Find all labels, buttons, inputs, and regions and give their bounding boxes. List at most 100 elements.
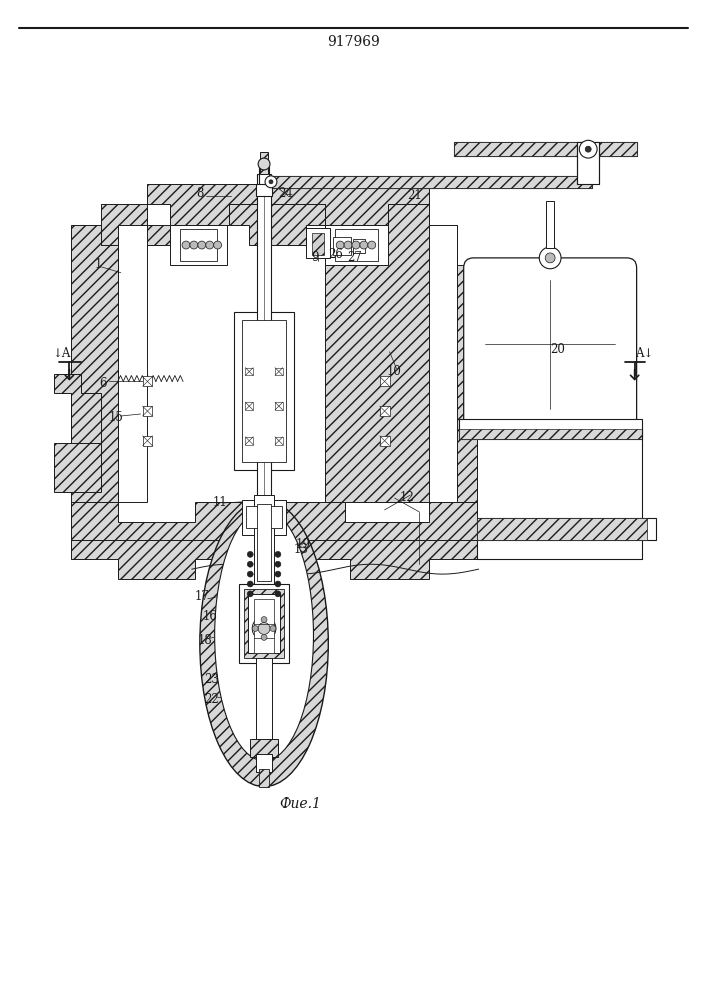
Text: 20: 20 bbox=[550, 343, 565, 356]
Bar bbox=[325, 225, 387, 265]
Text: 10: 10 bbox=[387, 365, 402, 378]
Ellipse shape bbox=[215, 510, 313, 761]
Circle shape bbox=[585, 146, 591, 152]
Bar bbox=[255, 599, 274, 653]
Circle shape bbox=[258, 158, 270, 170]
Text: 19: 19 bbox=[295, 538, 310, 551]
Bar bbox=[312, 233, 325, 255]
Bar bbox=[245, 437, 253, 445]
Circle shape bbox=[247, 561, 253, 567]
Circle shape bbox=[270, 626, 276, 631]
Polygon shape bbox=[71, 225, 118, 502]
Text: 16: 16 bbox=[202, 610, 217, 623]
Circle shape bbox=[182, 241, 190, 249]
Bar bbox=[275, 437, 283, 445]
Circle shape bbox=[368, 241, 375, 249]
Text: 17: 17 bbox=[194, 590, 209, 603]
Polygon shape bbox=[266, 176, 592, 188]
Text: ↓A: ↓A bbox=[52, 347, 71, 360]
Bar bbox=[259, 515, 269, 727]
Bar bbox=[547, 201, 554, 248]
Circle shape bbox=[275, 571, 281, 577]
Circle shape bbox=[190, 241, 198, 249]
Bar bbox=[380, 406, 390, 416]
Text: 21: 21 bbox=[407, 189, 421, 202]
Bar bbox=[578, 142, 599, 184]
Circle shape bbox=[247, 591, 253, 597]
Circle shape bbox=[579, 140, 597, 158]
Ellipse shape bbox=[200, 500, 328, 787]
Bar bbox=[454, 142, 636, 156]
Circle shape bbox=[261, 617, 267, 623]
Bar bbox=[245, 402, 253, 410]
Bar bbox=[353, 239, 365, 253]
Circle shape bbox=[252, 617, 276, 640]
Circle shape bbox=[275, 561, 281, 567]
Text: 23: 23 bbox=[204, 673, 219, 686]
Circle shape bbox=[258, 623, 270, 634]
Circle shape bbox=[247, 551, 253, 557]
Bar bbox=[248, 594, 280, 653]
Text: 6: 6 bbox=[99, 377, 107, 390]
Circle shape bbox=[337, 241, 344, 249]
Bar bbox=[459, 419, 641, 439]
Text: Фие.1: Фие.1 bbox=[280, 797, 322, 811]
Text: 22: 22 bbox=[204, 693, 219, 706]
Bar bbox=[380, 436, 390, 446]
Circle shape bbox=[344, 241, 352, 249]
Text: 24: 24 bbox=[279, 187, 293, 200]
Text: A↓: A↓ bbox=[636, 347, 654, 360]
Bar bbox=[250, 739, 278, 757]
Bar bbox=[245, 368, 253, 375]
Circle shape bbox=[247, 581, 253, 587]
Text: 27: 27 bbox=[348, 251, 363, 264]
Bar bbox=[143, 376, 153, 386]
Polygon shape bbox=[101, 204, 170, 245]
Circle shape bbox=[352, 241, 360, 249]
Bar bbox=[243, 500, 286, 535]
Text: 15: 15 bbox=[108, 411, 123, 424]
Circle shape bbox=[545, 253, 555, 263]
Bar bbox=[429, 225, 457, 502]
Bar bbox=[305, 228, 330, 258]
Text: 26: 26 bbox=[328, 248, 343, 261]
Bar bbox=[143, 436, 153, 446]
Circle shape bbox=[206, 241, 214, 249]
Bar bbox=[235, 312, 293, 470]
Text: 917969: 917969 bbox=[327, 35, 380, 49]
Circle shape bbox=[275, 581, 281, 587]
Circle shape bbox=[252, 626, 258, 631]
Bar bbox=[170, 225, 226, 265]
Circle shape bbox=[275, 551, 281, 557]
Circle shape bbox=[214, 241, 221, 249]
Bar bbox=[256, 658, 272, 742]
Circle shape bbox=[265, 176, 277, 188]
Polygon shape bbox=[459, 429, 641, 439]
Text: 8: 8 bbox=[196, 187, 204, 200]
Text: 11: 11 bbox=[212, 496, 227, 509]
Bar bbox=[256, 754, 272, 772]
Circle shape bbox=[539, 247, 561, 269]
Bar bbox=[243, 320, 286, 462]
Polygon shape bbox=[148, 184, 429, 225]
Polygon shape bbox=[54, 374, 101, 443]
Polygon shape bbox=[454, 142, 636, 156]
Bar bbox=[380, 376, 390, 386]
Polygon shape bbox=[325, 204, 477, 502]
Bar bbox=[333, 237, 351, 255]
Bar bbox=[257, 504, 271, 581]
Polygon shape bbox=[230, 204, 325, 245]
Bar bbox=[240, 584, 288, 663]
Bar bbox=[180, 229, 216, 261]
Bar bbox=[245, 589, 284, 658]
Text: 1: 1 bbox=[94, 258, 102, 271]
Circle shape bbox=[360, 241, 368, 249]
Bar bbox=[260, 152, 268, 174]
Text: 13: 13 bbox=[293, 543, 308, 556]
Bar bbox=[266, 176, 592, 188]
Text: 12: 12 bbox=[400, 491, 415, 504]
Bar bbox=[257, 174, 271, 520]
Polygon shape bbox=[54, 443, 101, 492]
Bar bbox=[259, 769, 269, 787]
Bar bbox=[275, 402, 283, 410]
